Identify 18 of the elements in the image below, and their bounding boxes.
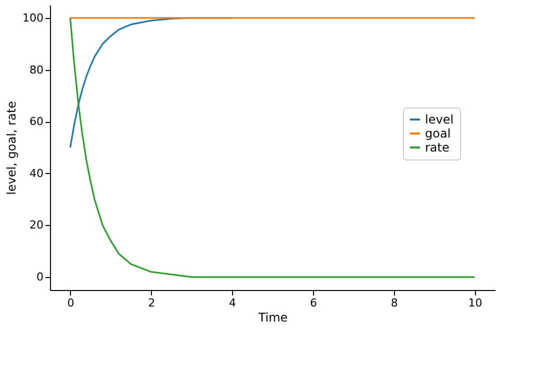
x-tick-label: 0: [67, 296, 74, 310]
line-series: [69, 17, 476, 278]
legend-label: rate: [425, 140, 450, 154]
x-axis-title: Time: [257, 310, 288, 324]
x-tick-label: 2: [148, 296, 156, 310]
legend-label: goal: [425, 126, 451, 140]
x-tick-label: 8: [390, 296, 398, 310]
y-tick-label: 40: [30, 166, 44, 180]
y-tick-label: 20: [30, 218, 44, 232]
y-tick-label: 80: [30, 63, 44, 76]
y-tick-label: 100: [22, 11, 44, 24]
y-tick-label: 0: [36, 270, 44, 284]
x-tick-label: 6: [310, 296, 317, 310]
legend-label: level: [425, 112, 454, 126]
y-tick-label: 60: [30, 115, 44, 128]
x-tick-label: 10: [468, 296, 482, 310]
x-tick-label: 4: [229, 296, 236, 310]
y-axis-title: level, goal, rate: [4, 101, 19, 195]
